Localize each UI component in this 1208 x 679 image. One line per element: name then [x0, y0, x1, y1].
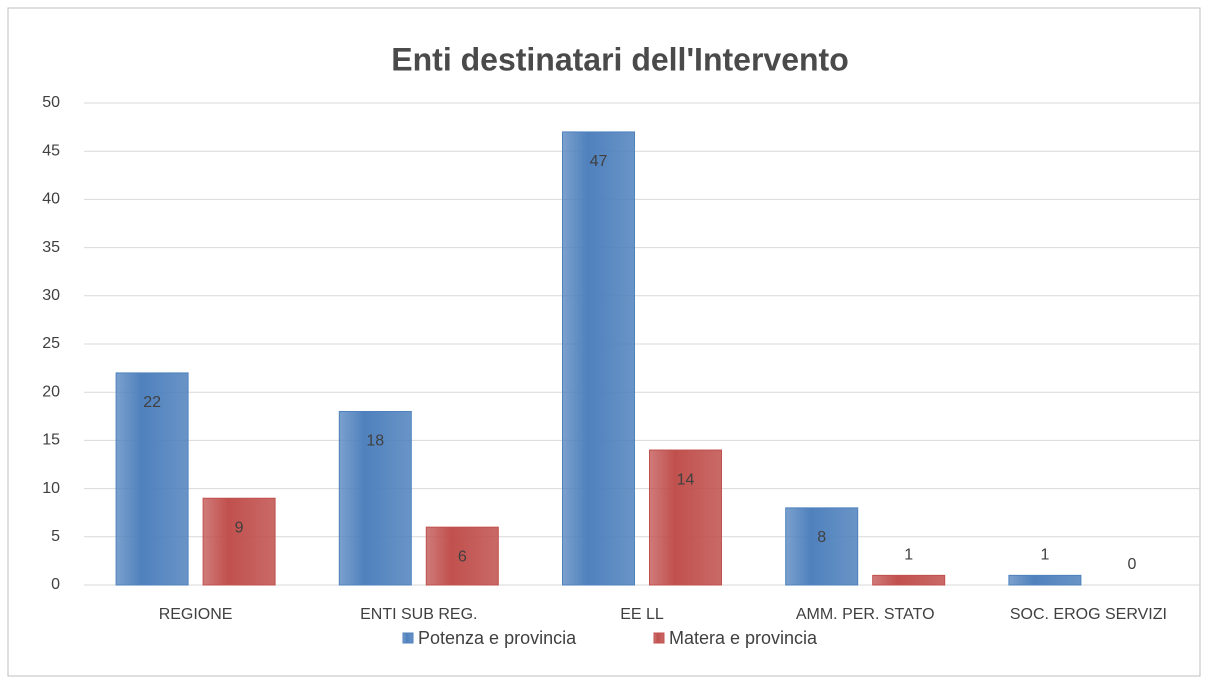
- data-label: 22: [143, 394, 161, 411]
- y-tick-label: 35: [42, 239, 60, 256]
- y-tick-label: 45: [42, 142, 60, 159]
- chart-title: Enti destinatari dell'Intervento: [391, 41, 848, 77]
- x-tick-label: ENTI SUB REG.: [360, 606, 477, 623]
- legend-swatch: [653, 632, 665, 644]
- x-tick-label: REGIONE: [159, 606, 233, 623]
- y-tick-label: 25: [42, 335, 60, 352]
- data-label: 9: [235, 519, 244, 536]
- bar: [1008, 574, 1082, 586]
- data-label: 0: [1127, 556, 1136, 573]
- y-tick-label: 50: [42, 94, 60, 111]
- data-label: 6: [458, 548, 467, 565]
- x-tick-label: SOC. EROG SERVIZI: [1010, 606, 1167, 623]
- legend-swatch: [402, 632, 414, 644]
- y-tick-label: 0: [51, 576, 60, 593]
- data-label: 8: [817, 529, 826, 546]
- y-tick-label: 15: [42, 432, 60, 449]
- bar: [562, 131, 635, 586]
- legend-label: Matera e provincia: [669, 628, 818, 648]
- y-tick-label: 40: [42, 191, 60, 208]
- bar: [425, 526, 499, 586]
- data-label: 18: [366, 433, 384, 450]
- bar: [338, 410, 412, 586]
- data-label: 1: [904, 547, 913, 564]
- x-tick-label: EE LL: [620, 606, 664, 623]
- y-tick-label: 20: [42, 383, 60, 400]
- bar: [202, 497, 276, 586]
- bar: [785, 507, 859, 586]
- y-tick-label: 30: [42, 287, 60, 304]
- data-label: 47: [590, 153, 608, 170]
- bar: [872, 574, 946, 586]
- y-tick-label: 10: [42, 480, 60, 497]
- bar: [115, 372, 189, 586]
- data-label: 14: [677, 471, 695, 488]
- y-tick-label: 5: [51, 528, 60, 545]
- legend-label: Potenza e provincia: [418, 628, 577, 648]
- bar: [649, 449, 722, 586]
- x-tick-label: AMM. PER. STATO: [796, 606, 935, 623]
- data-label: 1: [1040, 547, 1049, 564]
